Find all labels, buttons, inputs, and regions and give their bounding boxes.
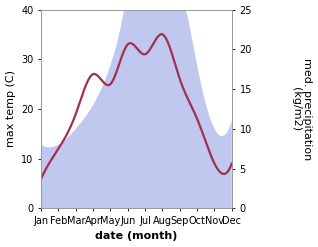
- Y-axis label: med. precipitation
(kg/m2): med. precipitation (kg/m2): [291, 58, 313, 160]
- Y-axis label: max temp (C): max temp (C): [5, 70, 16, 147]
- X-axis label: date (month): date (month): [95, 231, 178, 242]
